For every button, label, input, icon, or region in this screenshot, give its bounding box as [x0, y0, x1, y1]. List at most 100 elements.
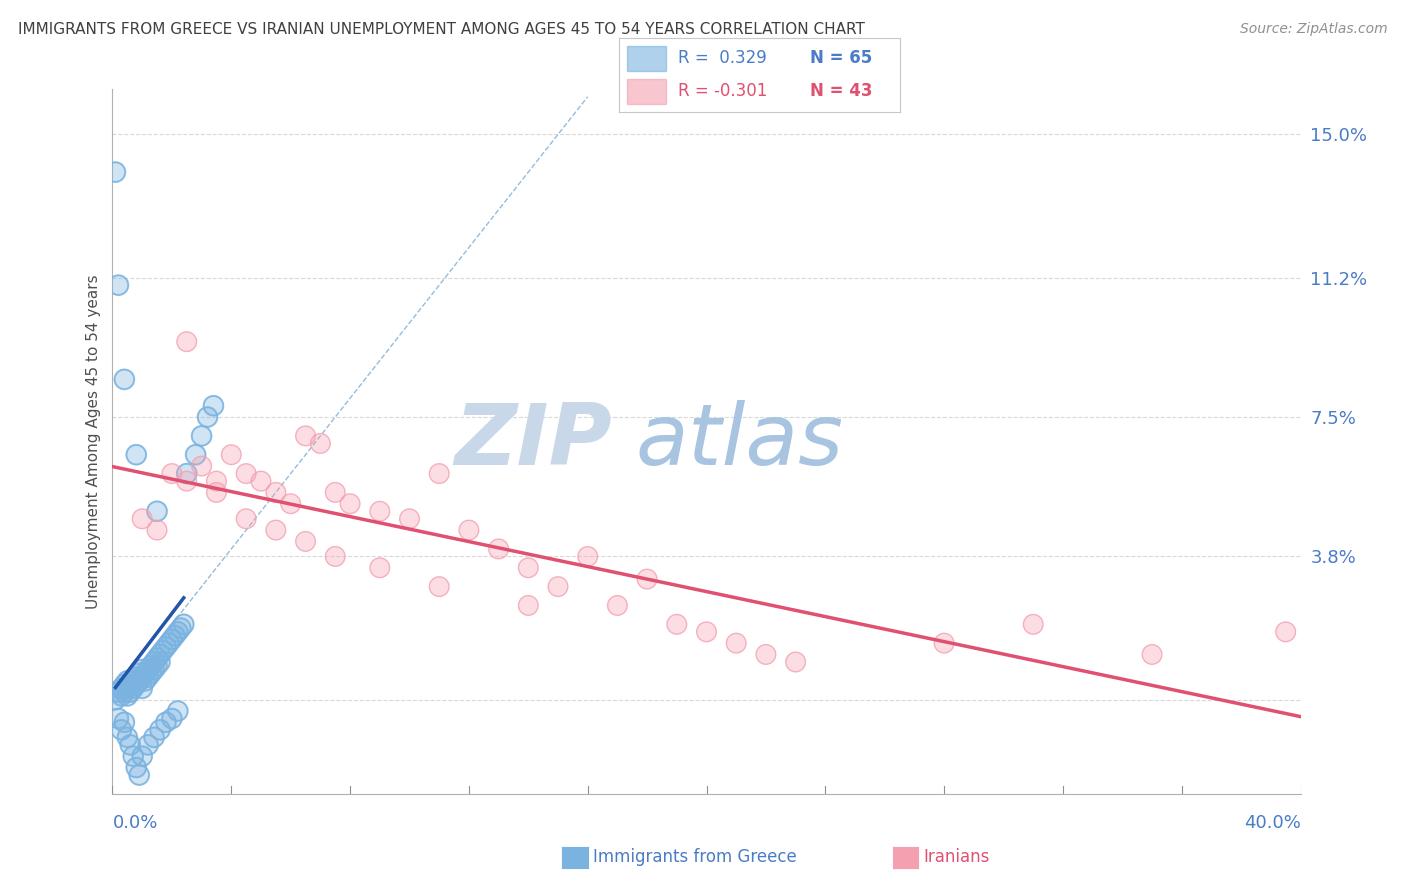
Point: [136, 670, 159, 684]
Y-axis label: Unemployment Among Ages 45 to 54 years: Unemployment Among Ages 45 to 54 years: [86, 274, 101, 609]
Point: [136, 738, 159, 752]
Point: [112, 685, 135, 699]
Point: [235, 467, 257, 481]
Point: [110, 681, 132, 696]
Point: [155, 640, 177, 654]
Point: [398, 512, 420, 526]
Point: [160, 632, 183, 647]
Point: [205, 485, 228, 500]
Point: [157, 636, 180, 650]
Point: [176, 467, 198, 481]
Point: [264, 523, 287, 537]
Point: [104, 692, 127, 706]
Point: [120, 685, 142, 699]
Point: [517, 561, 540, 575]
Point: [235, 512, 257, 526]
Point: [143, 655, 166, 669]
Point: [149, 723, 172, 737]
Point: [190, 429, 212, 443]
Point: [117, 689, 139, 703]
Point: [139, 658, 162, 673]
Point: [131, 749, 153, 764]
Point: [368, 561, 391, 575]
Point: [173, 617, 195, 632]
Point: [122, 749, 145, 764]
Point: [606, 599, 628, 613]
Point: [125, 760, 148, 774]
Point: [934, 636, 956, 650]
Point: [166, 624, 188, 639]
Point: [110, 681, 132, 696]
Point: [250, 474, 273, 488]
Point: [176, 474, 198, 488]
Point: [125, 448, 148, 462]
Point: [131, 670, 153, 684]
Point: [219, 448, 242, 462]
Point: [122, 673, 145, 688]
Point: [155, 715, 177, 730]
Bar: [627, 46, 666, 71]
Text: atlas: atlas: [636, 400, 844, 483]
Point: [125, 677, 148, 691]
Point: [1274, 624, 1296, 639]
Point: [219, 448, 242, 462]
Point: [146, 523, 169, 537]
Point: [176, 474, 198, 488]
Point: [170, 621, 193, 635]
Point: [131, 663, 153, 677]
Point: [112, 372, 135, 386]
Point: [173, 617, 195, 632]
Point: [160, 712, 183, 726]
Point: [131, 670, 153, 684]
Point: [160, 467, 183, 481]
Point: [136, 670, 159, 684]
Point: [1022, 617, 1045, 632]
Point: [107, 685, 129, 699]
Point: [112, 677, 135, 691]
Point: [155, 715, 177, 730]
Point: [125, 760, 148, 774]
Point: [146, 658, 169, 673]
Point: [122, 749, 145, 764]
Point: [163, 629, 186, 643]
Point: [166, 624, 188, 639]
Point: [117, 673, 139, 688]
Point: [457, 523, 479, 537]
Point: [427, 580, 450, 594]
Point: [143, 731, 166, 745]
Point: [104, 692, 127, 706]
Point: [146, 658, 169, 673]
Point: [157, 636, 180, 650]
Point: [120, 738, 142, 752]
Point: [128, 673, 150, 688]
Point: [368, 561, 391, 575]
Point: [134, 666, 156, 681]
Point: [131, 681, 153, 696]
Point: [636, 572, 658, 586]
Point: [120, 677, 142, 691]
Point: [785, 655, 807, 669]
Point: [112, 372, 135, 386]
Point: [339, 497, 361, 511]
Point: [131, 512, 153, 526]
Point: [122, 749, 145, 764]
Point: [139, 666, 162, 681]
Point: [250, 474, 273, 488]
Point: [125, 760, 148, 774]
Text: R = -0.301: R = -0.301: [678, 82, 768, 100]
Point: [146, 658, 169, 673]
Point: [117, 731, 139, 745]
Point: [125, 670, 148, 684]
Point: [170, 621, 193, 635]
Point: [149, 655, 172, 669]
Point: [136, 663, 159, 677]
Text: Iranians: Iranians: [924, 848, 990, 866]
Point: [128, 673, 150, 688]
Point: [157, 636, 180, 650]
Point: [120, 685, 142, 699]
Point: [696, 624, 718, 639]
Point: [1140, 648, 1163, 662]
Point: [104, 165, 127, 179]
Point: [120, 685, 142, 699]
Point: [488, 541, 510, 556]
